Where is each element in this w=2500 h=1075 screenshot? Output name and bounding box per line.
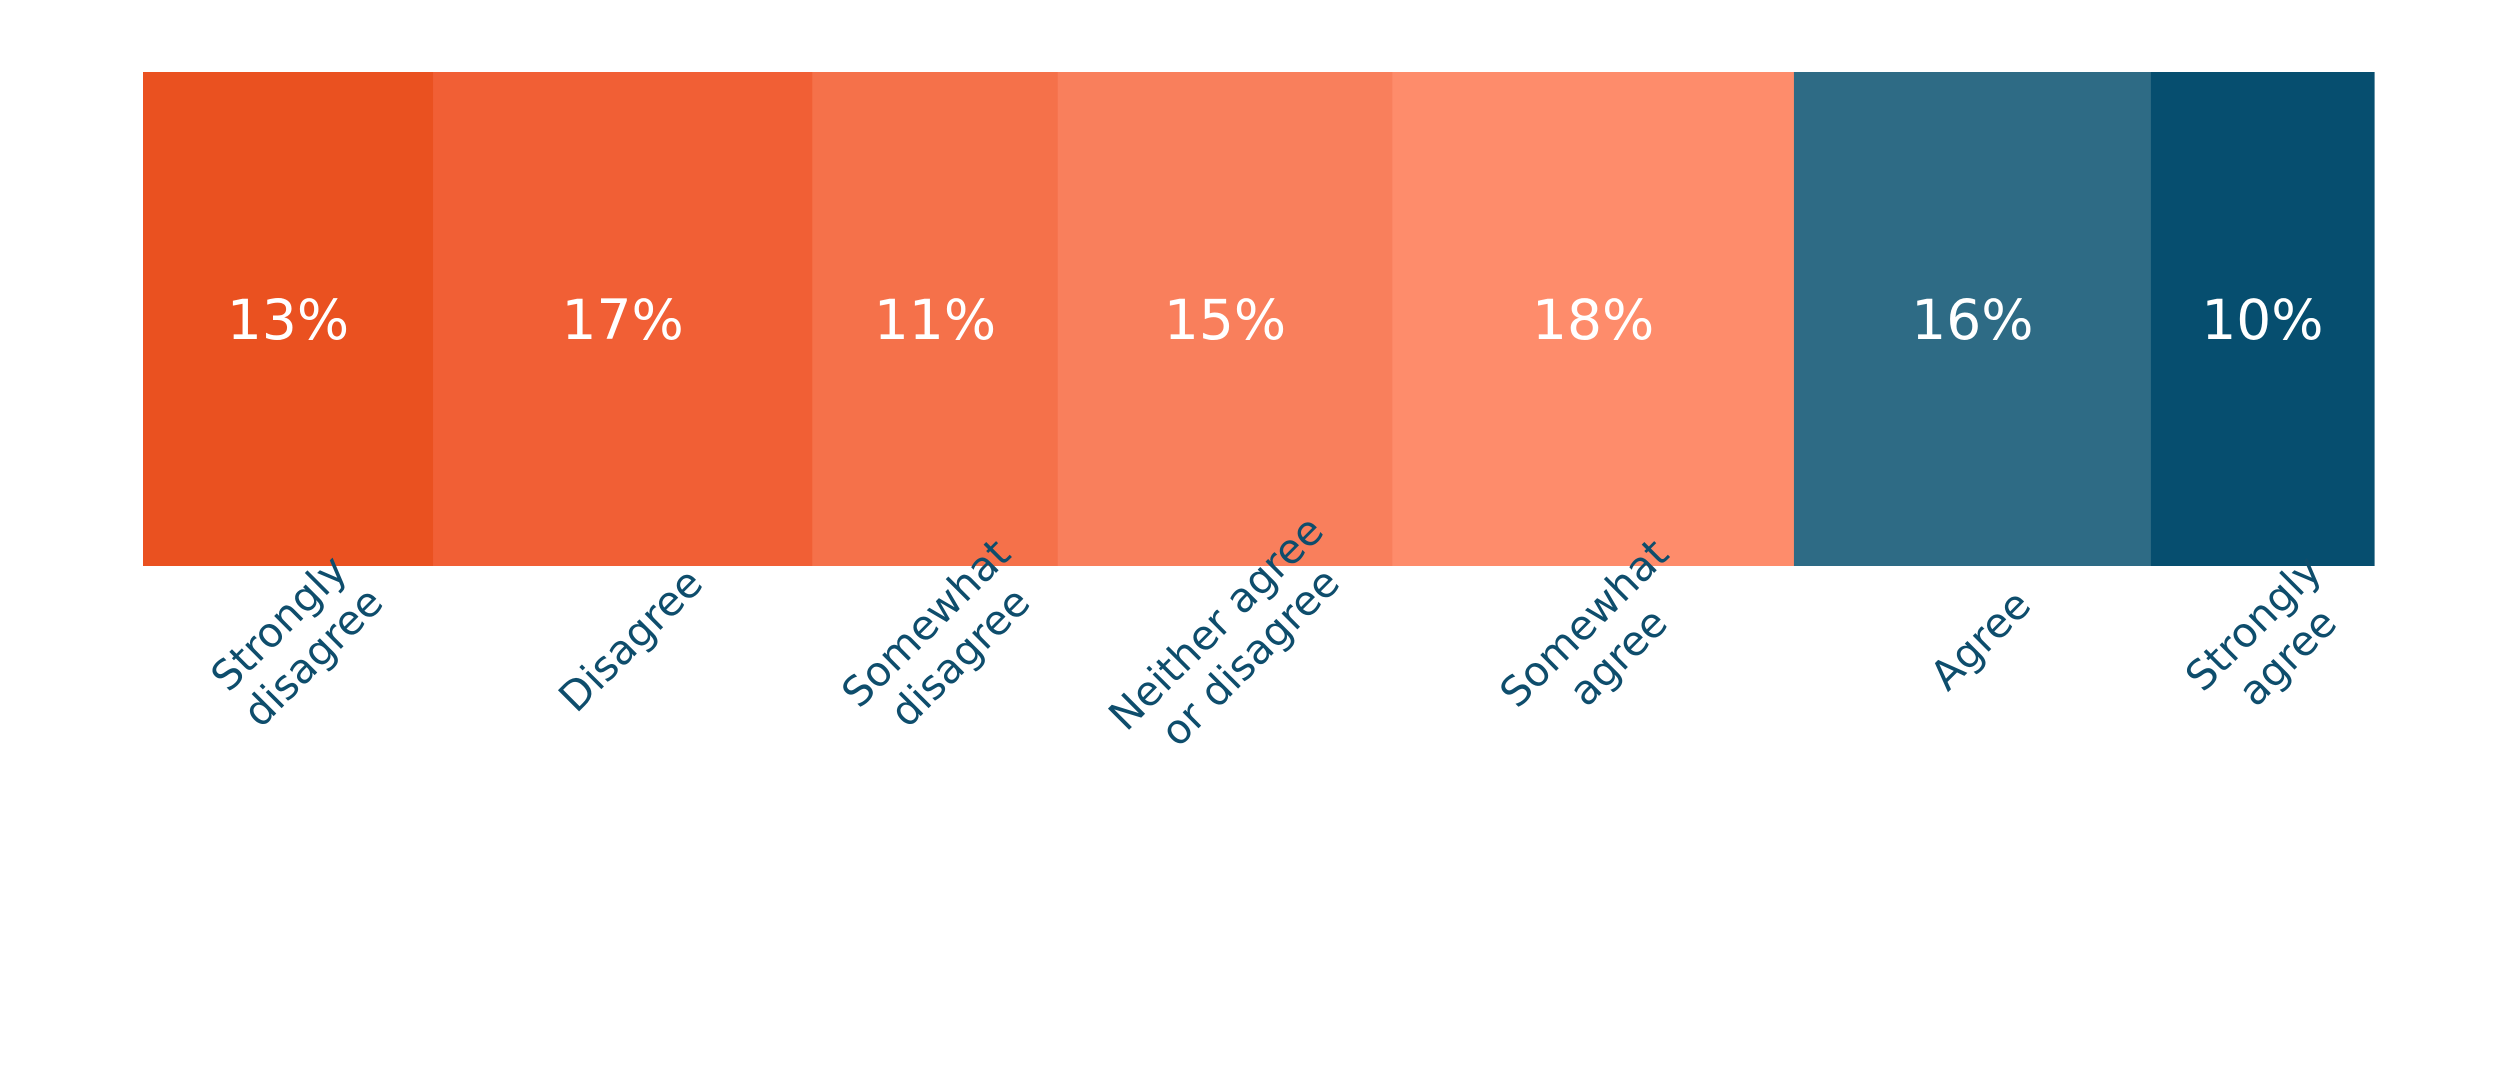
tick-label: Disagree <box>549 559 712 722</box>
bar-segments <box>143 72 2375 566</box>
data-label: 13% <box>227 288 349 352</box>
data-label: 10% <box>2201 288 2323 352</box>
value-labels: 13% 17% 11% 15% 18% 16% 10% <box>227 288 2324 352</box>
category-label: Agree <box>1921 580 2040 699</box>
data-label: 16% <box>1911 288 2033 352</box>
tick-label: Agree <box>1921 580 2040 699</box>
bar-segment <box>1057 72 1393 566</box>
bar-segment <box>812 72 1059 566</box>
data-label: 15% <box>1164 288 1286 352</box>
bar-segment <box>1392 72 1795 566</box>
data-label: 18% <box>1532 288 1654 352</box>
bar-segment <box>143 72 434 566</box>
bar-segment <box>1793 72 2152 566</box>
bar-segment <box>433 72 813 566</box>
data-label: 17% <box>562 288 684 352</box>
category-label: Disagree <box>549 559 712 722</box>
bar-segment <box>2150 72 2375 566</box>
data-label: 11% <box>874 288 996 352</box>
